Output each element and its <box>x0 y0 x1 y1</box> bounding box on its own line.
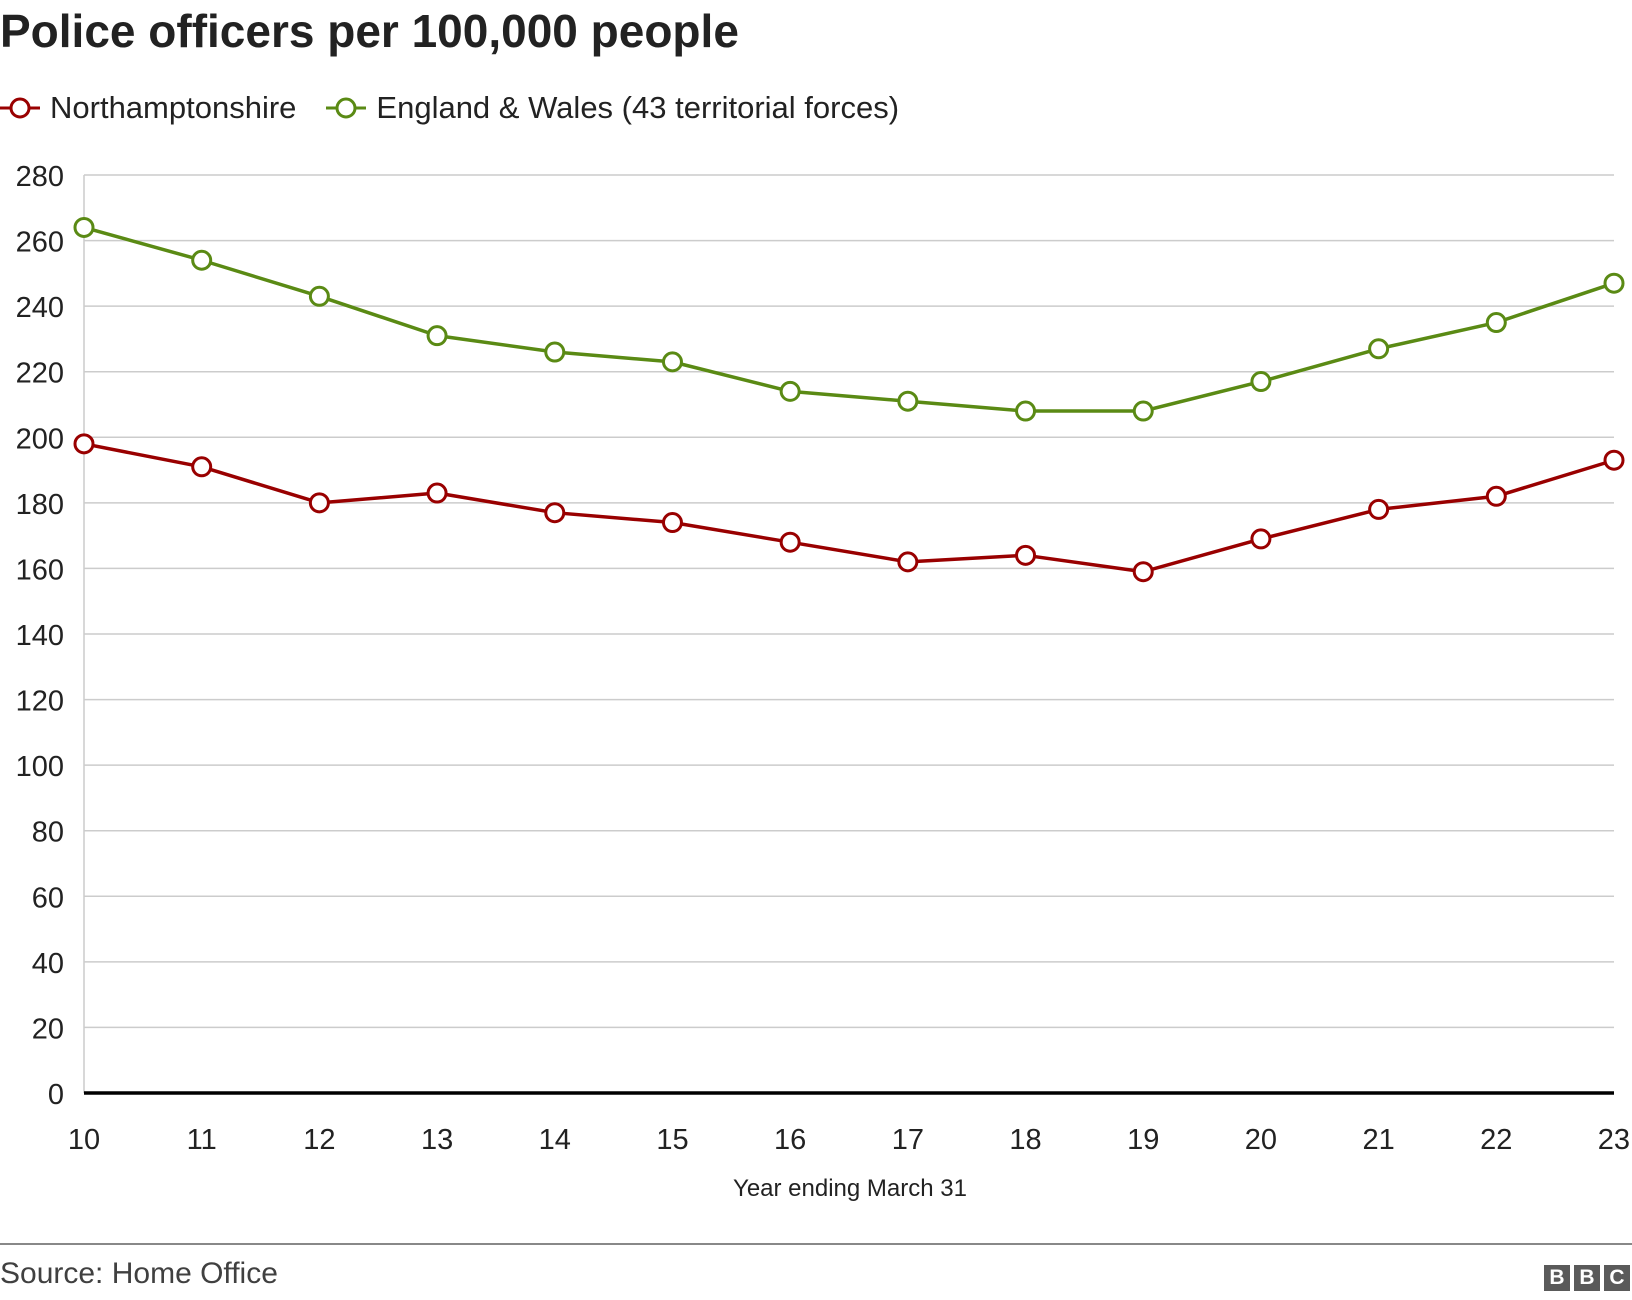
data-point-england-wales <box>73 216 95 238</box>
y-tick-label: 0 <box>48 1079 64 1111</box>
data-point-england-wales <box>1603 272 1625 294</box>
data-point-northamptonshire <box>1368 498 1390 520</box>
data-point-england-wales <box>1132 400 1154 422</box>
x-tick-label: 19 <box>1127 1124 1159 1156</box>
data-point-northamptonshire <box>544 502 566 524</box>
legend-item-northamptonshire: Northamptonshire <box>0 90 296 126</box>
legend-label-england-wales: England & Wales (43 territorial forces) <box>376 90 900 125</box>
legend-label-northamptonshire: Northamptonshire <box>50 90 297 125</box>
data-point-england-wales <box>544 341 566 363</box>
data-point-northamptonshire <box>1250 528 1272 550</box>
data-point-northamptonshire <box>661 512 683 534</box>
data-point-northamptonshire <box>1485 485 1507 507</box>
x-axis-title: Year ending March 31 <box>733 1175 967 1202</box>
data-point-northamptonshire <box>779 531 801 553</box>
x-tick-label: 17 <box>892 1124 924 1156</box>
data-point-northamptonshire <box>897 551 919 573</box>
series-line-england-wales <box>83 225 1615 413</box>
x-tick-label: 23 <box>1598 1124 1630 1156</box>
legend-swatch-northamptonshire <box>0 97 40 119</box>
x-tick-label: 10 <box>68 1124 100 1156</box>
y-tick-label: 60 <box>32 882 64 914</box>
data-point-northamptonshire <box>1132 561 1154 583</box>
y-tick-label: 260 <box>16 227 64 259</box>
legend-item-england-wales: England & Wales (43 territorial forces) <box>326 90 899 126</box>
source-note: Source: Home Office <box>0 1257 278 1290</box>
x-tick-label: 16 <box>774 1124 806 1156</box>
data-point-england-wales <box>661 351 683 373</box>
y-tick-label: 280 <box>16 161 64 193</box>
data-point-england-wales <box>1250 371 1272 393</box>
y-tick-label: 140 <box>16 620 64 652</box>
line-chart: 0 20 40 60 80 100 120 140 160 180 200 220 240 260 280 1… <box>16 161 1630 1202</box>
footer-divider <box>0 1243 1632 1245</box>
data-point-england-wales <box>426 325 448 347</box>
x-tick-label: 11 <box>187 1124 217 1156</box>
data-point-northamptonshire <box>1015 544 1037 566</box>
series-line-northamptonshire <box>83 442 1615 574</box>
data-point-england-wales <box>897 390 919 412</box>
x-tick-label: 15 <box>656 1124 688 1156</box>
data-point-england-wales <box>1485 312 1507 334</box>
y-tick-label: 20 <box>32 1013 64 1045</box>
y-tick-label: 200 <box>16 423 64 455</box>
data-point-northamptonshire <box>191 456 213 478</box>
y-tick-label: 40 <box>32 948 64 980</box>
legend-swatch-england-wales <box>326 97 367 119</box>
x-tick-label: 21 <box>1362 1124 1394 1156</box>
bbc-logo: B B C <box>1540 1265 1630 1291</box>
data-point-northamptonshire <box>308 492 330 514</box>
y-tick-label: 160 <box>16 554 64 586</box>
x-tick-label: 13 <box>421 1124 453 1156</box>
x-tick-label: 22 <box>1480 1124 1512 1156</box>
x-tick-label: 20 <box>1245 1124 1277 1156</box>
data-point-northamptonshire <box>426 482 448 504</box>
bbc-logo-letter: B <box>1544 1265 1570 1291</box>
bbc-logo-letter: B <box>1574 1265 1600 1291</box>
data-point-england-wales <box>1015 400 1037 422</box>
bbc-logo-letter: C <box>1604 1265 1630 1291</box>
y-tick-label: 120 <box>16 686 64 718</box>
data-point-england-wales <box>191 249 213 271</box>
y-tick-label: 180 <box>16 489 64 521</box>
y-tick-label: 240 <box>16 292 64 324</box>
chart-title: Police officers per 100,000 people <box>0 5 739 57</box>
x-tick-label: 12 <box>303 1124 335 1156</box>
legend: Northamptonshire England & Wales (43 ter… <box>0 86 929 130</box>
data-point-northamptonshire <box>73 433 95 455</box>
y-tick-label: 100 <box>16 751 64 783</box>
x-tick-label: 14 <box>539 1124 571 1156</box>
data-point-england-wales <box>779 380 801 402</box>
data-point-northamptonshire <box>1603 449 1625 471</box>
data-point-england-wales <box>1368 338 1390 360</box>
y-tick-label: 220 <box>16 358 64 390</box>
x-tick-label: 18 <box>1009 1124 1041 1156</box>
y-tick-label: 80 <box>32 817 64 849</box>
data-point-england-wales <box>308 285 330 307</box>
